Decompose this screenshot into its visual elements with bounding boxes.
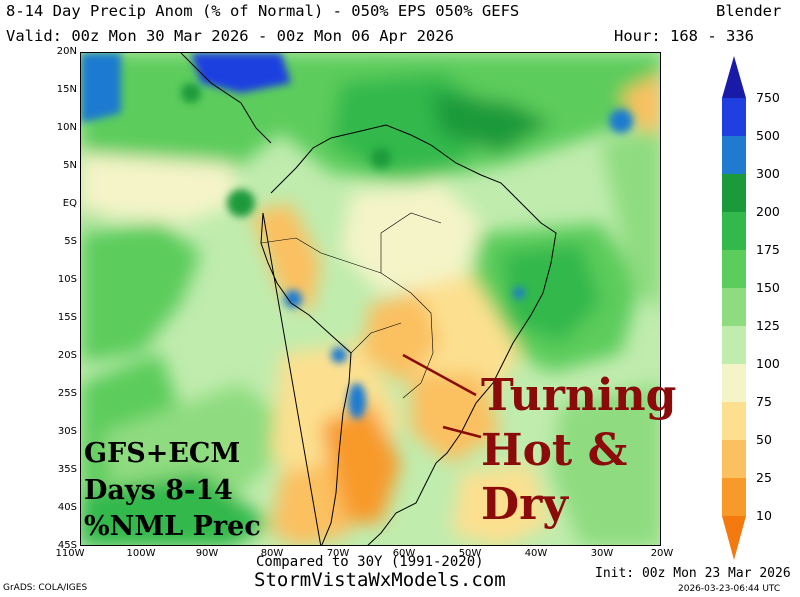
lat-label: EQ	[62, 198, 77, 209]
colorbar-bin	[722, 326, 746, 364]
colorbar-label: 10	[756, 508, 772, 523]
lat-label: 10S	[57, 274, 77, 285]
grads-credit: GrADS: COLA/IGES	[3, 583, 88, 593]
lon-label: 20W	[650, 548, 674, 559]
lon-label: 60W	[392, 548, 416, 559]
lat-label: 20S	[57, 350, 77, 361]
lon-label: 110W	[55, 548, 85, 559]
colorbar-bin	[722, 288, 746, 326]
lat-label: 40S	[57, 502, 77, 513]
valid-period: Valid: 00z Mon 30 Mar 2026 - 00z Mon 06 …	[6, 27, 454, 45]
colorbar-label: 500	[756, 128, 780, 143]
lon-label: 90W	[195, 548, 219, 559]
colorbar-label: 125	[756, 318, 780, 333]
lat-label: 20N	[56, 46, 77, 57]
annotation-hot: Hot &	[481, 425, 628, 476]
annotation-units: %NML Prec	[84, 511, 261, 542]
baseline-note: Compared to 30Y (1991-2020)	[256, 554, 484, 570]
colorbar-top-arrow	[722, 56, 746, 98]
site-name: StormVistaWxModels.com	[254, 569, 506, 591]
lat-label: 35S	[57, 464, 77, 475]
lon-label: 50W	[458, 548, 482, 559]
colorbar-label: 750	[756, 90, 780, 105]
map-canvas	[81, 53, 660, 545]
lat-label: 25S	[57, 388, 77, 399]
pointer-line-north	[402, 353, 477, 397]
colorbar-bin	[722, 440, 746, 478]
annotation-dry: Dry	[481, 479, 568, 530]
colorbar-bin	[722, 402, 746, 440]
precip-anomaly-map	[80, 52, 661, 546]
colorbar	[722, 56, 746, 560]
colorbar-label: 50	[756, 432, 772, 447]
lat-label: 15N	[56, 84, 77, 95]
colorbar-label: 300	[756, 166, 780, 181]
colorbar-bin	[722, 250, 746, 288]
init-time: Init: 00z Mon 23 Mar 2026	[595, 566, 791, 581]
model-name: Blender	[716, 2, 782, 20]
lon-label: 80W	[260, 548, 284, 559]
colorbar-bin	[722, 98, 746, 136]
colorbar-bin	[722, 174, 746, 212]
colorbar-label: 25	[756, 470, 772, 485]
colorbar-bin	[722, 364, 746, 402]
colorbar-label: 150	[756, 280, 780, 295]
south-america-coastline	[260, 124, 557, 545]
colorbar-bin	[722, 478, 746, 516]
colorbar-bottom-arrow	[722, 516, 746, 560]
annotation-model: GFS+ECM	[84, 438, 241, 469]
lat-label: 5S	[64, 236, 77, 247]
colorbar-label: 200	[756, 204, 780, 219]
colorbar-bin	[722, 212, 746, 250]
central-america-coastline	[180, 53, 272, 144]
generated-stamp: 2026-03-23-06:44 UTC	[678, 584, 781, 594]
forecast-hours: Hour: 168 - 336	[614, 27, 754, 45]
lat-label: 30S	[57, 426, 77, 437]
map-title: 8-14 Day Precip Anom (% of Normal) - 050…	[6, 2, 520, 20]
lat-label: 5N	[63, 160, 77, 171]
annotation-turning: Turning	[481, 370, 677, 421]
annotation-days: Days 8-14	[84, 475, 233, 506]
lon-label: 30W	[590, 548, 614, 559]
lon-label: 100W	[126, 548, 156, 559]
lat-label: 45S	[57, 540, 77, 551]
pointer-line-south	[442, 425, 482, 439]
colorbar-bin	[722, 136, 746, 174]
lon-label: 70W	[326, 548, 350, 559]
colorbar-label: 100	[756, 356, 780, 371]
lon-label: 40W	[524, 548, 548, 559]
colorbar-label: 75	[756, 394, 772, 409]
colorbar-label: 175	[756, 242, 780, 257]
anomaly-field	[81, 53, 660, 545]
lat-label: 15S	[57, 312, 77, 323]
wet-cores	[81, 53, 633, 419]
lat-label: 10N	[56, 122, 77, 133]
